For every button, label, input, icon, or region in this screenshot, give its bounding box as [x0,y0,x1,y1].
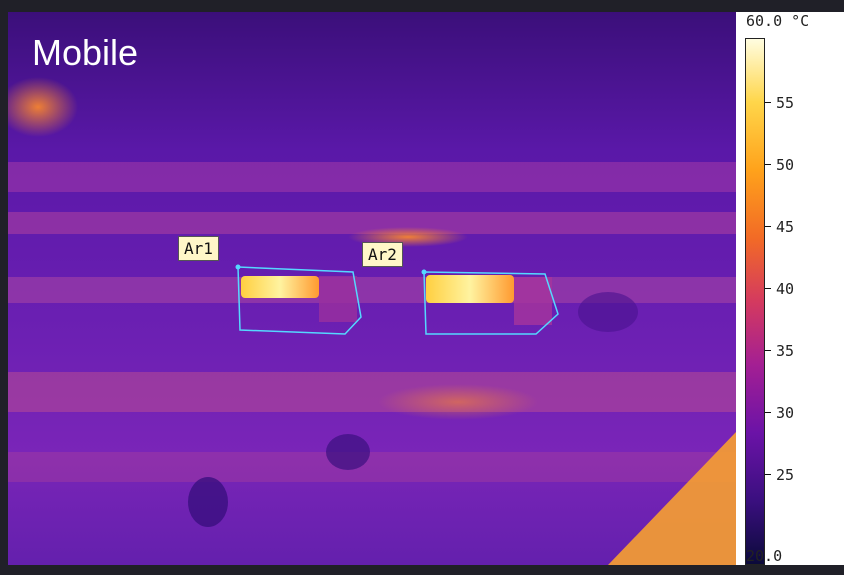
scale-tick [765,164,771,165]
color-scale-bar[interactable] [745,38,765,565]
warm-band [8,452,736,482]
scale-tick [765,412,771,413]
scale-tick [765,288,771,289]
thermal-image[interactable]: Mobile Ar1 Ar2 [8,12,736,565]
scale-tick [765,474,771,475]
scale-tick-label: 35 [776,342,795,360]
scale-tick-label: 40 [776,280,795,298]
roi-ar1-polygon[interactable] [237,266,362,335]
vehicle-1-cab [319,276,357,322]
scale-tick [765,102,771,103]
warm-band [8,372,736,412]
vehicle-1-hot-tank [241,276,319,298]
thermal-image-canvas [8,77,736,565]
scale-tick-label: 50 [776,156,795,174]
vehicle-2-cab [514,277,552,325]
warm-band [8,212,736,234]
warm-band [8,162,736,192]
scale-tick [765,350,771,351]
roi-ar1-label[interactable]: Ar1 [178,236,219,261]
scale-max-label: 60.0 °C [746,12,810,30]
scale-tick-label: 25 [776,466,795,484]
hot-patch [8,77,78,137]
scale-min-label: 20.0 [746,547,783,565]
hot-patch [608,432,736,565]
cool-spot [326,434,370,470]
hot-patch [378,384,538,420]
cool-spot [578,292,638,332]
scale-tick [765,226,771,227]
cool-spot [188,477,228,527]
scale-tick-label: 55 [776,94,795,112]
roi-ar2-polygon[interactable] [423,271,559,335]
vehicle-2-hot-tank [426,275,514,303]
roi-ar2-label[interactable]: Ar2 [362,242,403,267]
image-title: Mobile [32,32,139,73]
scale-tick-label: 45 [776,218,795,236]
roi-ar2-handle[interactable] [421,269,427,275]
scale-tick-label: 30 [776,404,795,422]
roi-ar1-handle[interactable] [235,264,241,270]
